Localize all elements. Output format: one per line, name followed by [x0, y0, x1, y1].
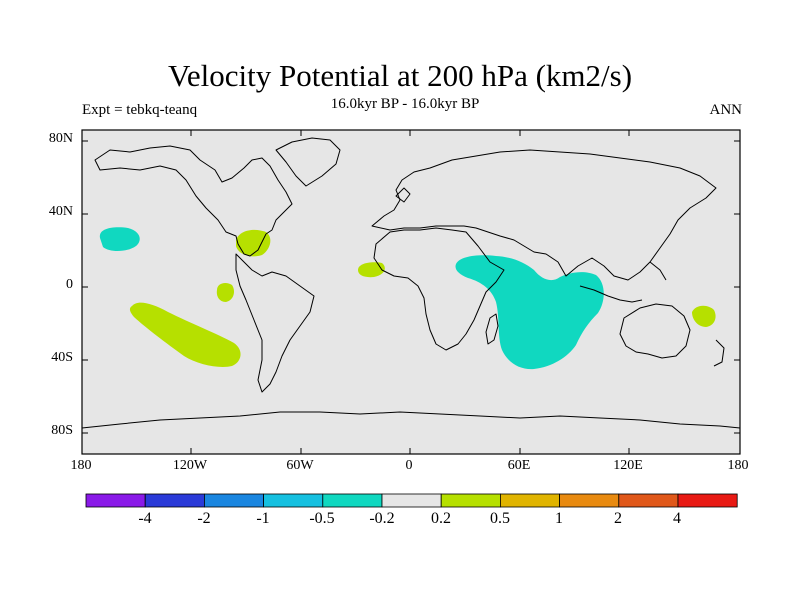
colorbar-label-3: -0.5	[309, 510, 335, 527]
colorbar-swatch	[85, 493, 146, 508]
philippines-coast	[649, 261, 667, 281]
contour-negative-north-pacific	[99, 227, 140, 252]
contour-fills	[99, 227, 716, 370]
colorbar-swatch	[618, 493, 679, 508]
eurasia-coast	[371, 149, 717, 281]
lon-tick-180e: 180	[727, 458, 749, 473]
new-zealand-coast	[713, 339, 725, 367]
colorbar-swatch	[263, 493, 324, 508]
colorbar-swatch	[559, 493, 620, 508]
lat-tick-80n: 80N	[48, 131, 73, 146]
lon-tick-0: 0	[405, 458, 413, 473]
coastlines	[81, 137, 741, 429]
lon-tick-60w: 60W	[286, 458, 314, 473]
contour-positive-atlantic	[358, 262, 385, 278]
colorbar-label-2: -1	[256, 510, 270, 527]
lon-tick-120e: 120E	[613, 458, 643, 473]
lon-tick-60e: 60E	[507, 458, 531, 473]
colorbar-label-5: 0.2	[431, 510, 451, 527]
south-america-coast	[235, 253, 315, 393]
chart-title: Velocity Potential at 200 hPa (km2/s)	[167, 58, 633, 93]
colorbar-swatch	[381, 493, 442, 508]
colorbar-swatch	[322, 493, 383, 508]
greenland-coast	[275, 137, 341, 187]
lon-tick-120w: 120W	[172, 458, 208, 473]
contour-negative-indian-ocean	[455, 255, 604, 370]
colorbar-label-6: 0.5	[490, 510, 510, 527]
contour-positive-gulf-mexico	[236, 229, 271, 257]
lat-tick-0: 0	[66, 277, 73, 292]
colorbar-swatch	[440, 493, 501, 508]
indonesia-coast	[579, 285, 643, 303]
lat-tick-80s: 80S	[51, 423, 73, 438]
colorbar-label-1: -2	[197, 510, 211, 527]
lat-tick-40s: 40S	[51, 350, 73, 365]
colorbar-swatch	[499, 493, 560, 508]
colorbar-label-9: 4	[673, 510, 681, 527]
madagascar-coast	[485, 313, 499, 345]
colorbar	[85, 493, 738, 508]
lat-tick-40n: 40N	[48, 204, 73, 219]
contour-positive-south-pacific	[129, 302, 241, 367]
colorbar-label-4: -0.2	[369, 510, 395, 527]
contour-positive-coral-sea	[692, 305, 716, 327]
map-ticks	[82, 130, 740, 454]
chart-subtitle: 16.0kyr BP - 16.0kyr BP	[330, 96, 480, 112]
contour-positive-east-pacific	[216, 282, 234, 302]
antarctica-coast	[81, 411, 741, 429]
north-america-coast	[94, 145, 293, 257]
colorbar-label-8: 2	[614, 510, 622, 527]
colorbar-label-0: -4	[138, 510, 152, 527]
colorbar-swatch	[144, 493, 205, 508]
experiment-label: Expt = tebkq-teanq	[82, 102, 198, 118]
season-label: ANN	[709, 102, 743, 118]
map-frame	[81, 129, 741, 455]
colorbar-label-7: 1	[555, 510, 563, 527]
map-area	[82, 130, 740, 454]
lon-tick-180w: 180	[70, 458, 92, 473]
colorbar-swatch	[203, 493, 264, 508]
africa-coast	[373, 227, 505, 351]
british-isles-coast	[395, 187, 411, 203]
colorbar-swatch	[677, 493, 738, 508]
australia-coast	[619, 303, 691, 359]
